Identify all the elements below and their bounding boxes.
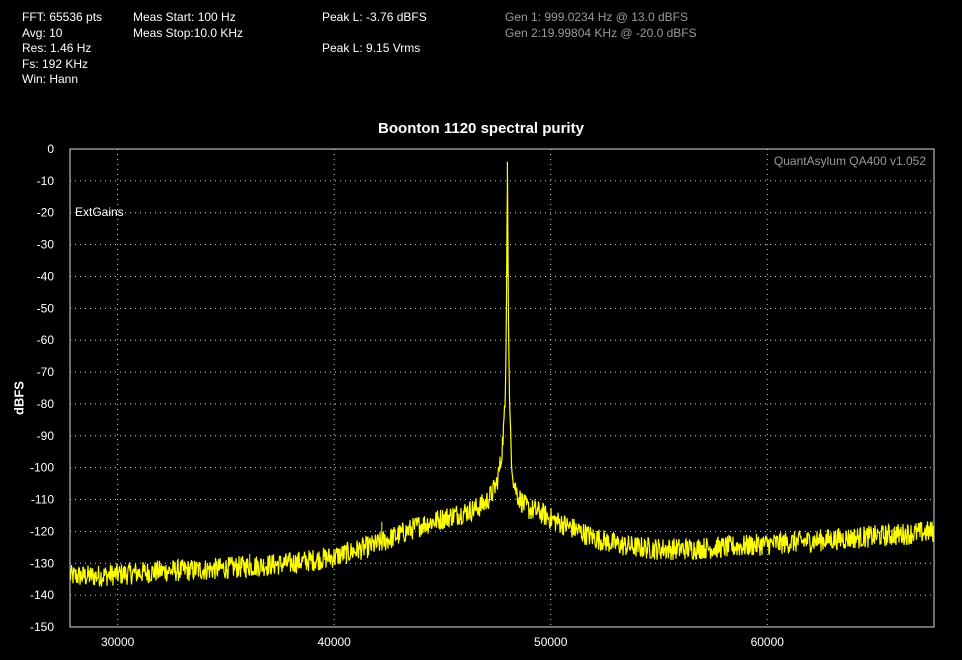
annotation-extgains: ExtGains <box>75 205 124 219</box>
x-tick-label: 40000 <box>317 635 351 649</box>
info-column-peak: Peak L: -3.76 dBFS Peak L: 9.15 Vrms <box>322 10 427 57</box>
chart-title: Boonton 1120 spectral purity <box>378 120 584 137</box>
plot-frame <box>69 148 935 628</box>
y-tick-label: -150 <box>30 620 54 634</box>
y-tick-label: -110 <box>31 493 54 507</box>
info-fft: FFT: 65536 pts <box>22 10 103 24</box>
info-fs: Fs: 192 KHz <box>22 56 89 71</box>
watermark: QuantAsylum QA400 v1.052 <box>773 154 926 168</box>
info-peak-dbfs: Peak L: -3.76 dBFS <box>322 10 427 24</box>
info-gen2: Gen 2:19.99804 KHz @ -20.0 dBFS <box>505 25 697 40</box>
y-tick-label: -10 <box>37 174 55 188</box>
x-tick-label: 30000 <box>101 635 135 649</box>
info-win: Win: Hann <box>22 72 79 86</box>
y-tick-label: -140 <box>30 588 54 602</box>
y-tick-label: -50 <box>37 301 55 315</box>
y-tick-label: -40 <box>37 269 55 283</box>
y-tick-label: -20 <box>37 206 55 220</box>
y-tick-label: -80 <box>37 397 55 411</box>
info-res: Res: 1.46 Hz <box>22 41 92 55</box>
grid <box>70 149 934 627</box>
tick-labels: 0 -10 -20 -30 -40 -50 -60 -70 -80 -90 -100 -110 -120… <box>30 142 784 649</box>
info-column-fft: FFT: 65536 pts Avg: 10 Res: 1.46 Hz Fs: … <box>22 10 102 88</box>
info-avg: Avg: 10 <box>22 25 63 40</box>
info-meas-stop: Meas Stop:10.0 KHz <box>133 25 244 40</box>
x-tick-label: 50000 <box>534 635 568 649</box>
y-tick-label: -70 <box>37 365 55 379</box>
spur-marks <box>249 521 383 567</box>
y-tick-label: -60 <box>37 333 55 347</box>
info-peak-vrms: Peak L: 9.15 Vrms <box>322 41 421 55</box>
y-tick-label: -130 <box>30 556 54 570</box>
info-gen1: Gen 1: 999.0234 Hz @ 13.0 dBFS <box>505 10 688 24</box>
y-tick-label: -120 <box>30 524 54 538</box>
y-tick-label: 0 <box>47 142 54 156</box>
info-column-gen: Gen 1: 999.0234 Hz @ 13.0 dBFS Gen 2:19.… <box>505 10 697 41</box>
y-tick-label: -90 <box>37 429 55 443</box>
y-tick-label: -100 <box>30 461 54 475</box>
info-column-meas: Meas Start: 100 Hz Meas Stop:10.0 KHz <box>133 10 243 41</box>
info-meas-start: Meas Start: 100 Hz <box>133 10 236 24</box>
spectrum-trace <box>69 161 935 587</box>
y-tick-label: -30 <box>37 238 55 252</box>
x-tick-label: 60000 <box>751 635 785 649</box>
